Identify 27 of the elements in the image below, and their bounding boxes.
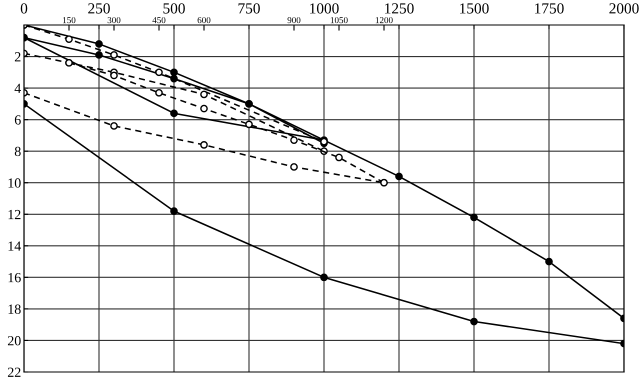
y-tick-label: 10 xyxy=(8,178,21,188)
y-tick-label: 22 xyxy=(8,368,20,377)
x-tick-label: 250 xyxy=(88,3,110,14)
x-tick-label: 1500 xyxy=(460,3,489,14)
y-tick-label: 16 xyxy=(8,272,21,282)
x-tick-label: 2000 xyxy=(609,3,639,14)
x2-tick-label: 300 xyxy=(108,17,120,24)
y-tick-label: 14 xyxy=(8,241,22,251)
x-tick-label: 750 xyxy=(238,3,260,14)
x2-tick-label: 600 xyxy=(198,17,210,24)
y-tick-label: 18 xyxy=(8,304,21,314)
x2-tick-label: 900 xyxy=(288,17,300,24)
x2-tick-label: 1200 xyxy=(376,17,393,24)
x2-tick-label: 1050 xyxy=(330,17,348,24)
x-tick-label: 1250 xyxy=(385,3,414,14)
x2-tick-label: 450 xyxy=(152,17,166,24)
y-tick-label: 6 xyxy=(14,115,21,125)
x-tick-label: 1000 xyxy=(310,3,339,14)
y-tick-label: 20 xyxy=(8,336,21,346)
y-tick-label: 2 xyxy=(14,52,20,62)
y-tick-label: 12 xyxy=(8,210,20,220)
x-tick-label: 1750 xyxy=(535,3,564,14)
x2-tick-label: 150 xyxy=(63,17,76,24)
y-tick-label: 4 xyxy=(14,84,22,93)
x-tick-label: 500 xyxy=(163,3,185,14)
x-tick-label: 0 xyxy=(20,3,28,14)
y-tick-label: 8 xyxy=(14,146,21,156)
